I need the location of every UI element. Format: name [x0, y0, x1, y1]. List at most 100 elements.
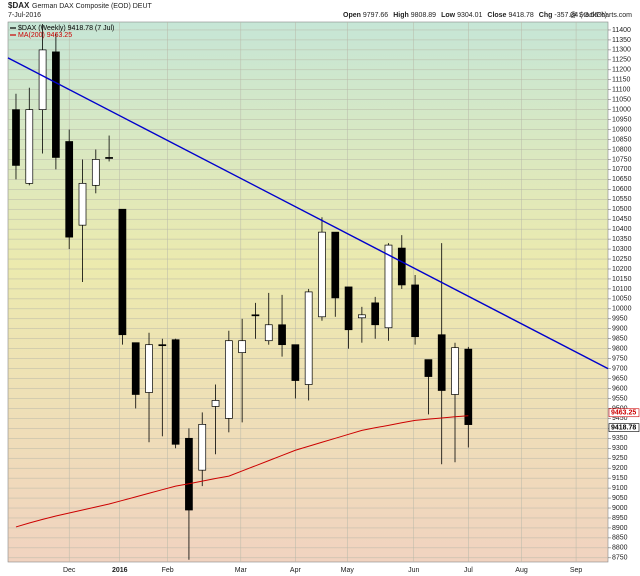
- candle-body: [251, 314, 260, 317]
- candle-body: [437, 334, 446, 391]
- candle-body: [65, 141, 74, 238]
- candle-body: [131, 342, 140, 395]
- quote-value: 9418.78: [508, 12, 533, 19]
- y-tick-label: 9150: [612, 475, 628, 482]
- y-tick-label: 9350: [612, 435, 628, 442]
- candle-body: [185, 437, 193, 511]
- y-tick-label: 11050: [612, 97, 631, 104]
- y-tick-label: 10650: [612, 176, 632, 183]
- y-tick-label: 10050: [612, 296, 632, 303]
- quote-label: Close: [487, 12, 506, 19]
- y-tick-label: 11000: [612, 106, 631, 113]
- y-tick-label: 11250: [612, 57, 631, 64]
- y-tick-label: 10000: [612, 306, 632, 313]
- y-tick-label: 9050: [612, 495, 628, 502]
- price-label-box: [608, 423, 640, 432]
- y-tick-label: 10150: [612, 276, 632, 283]
- y-tick-label: 9450: [612, 415, 628, 422]
- y-tick-label: 10600: [612, 186, 632, 193]
- candle-body: [78, 182, 87, 226]
- y-tick-label: 11150: [612, 77, 631, 84]
- quote-value: 9304.01: [457, 12, 482, 19]
- x-tick-label: Jun: [408, 567, 419, 574]
- candle-body: [424, 359, 433, 377]
- y-tick-label: 10350: [612, 236, 632, 243]
- candle-body: [238, 340, 246, 354]
- price-label: 9418.78: [611, 424, 636, 431]
- candle-body: [105, 157, 113, 159]
- y-tick-label: 10400: [612, 226, 632, 233]
- y-tick-label: 11400: [612, 27, 631, 34]
- y-tick-label: 9600: [612, 385, 628, 392]
- candle-body: [291, 344, 300, 381]
- y-tick-label: 10700: [612, 166, 632, 173]
- y-tick-label: 9300: [612, 445, 628, 452]
- ma-line: [15, 415, 469, 528]
- y-tick-label: 8900: [612, 525, 628, 532]
- candle-body: [91, 159, 100, 186]
- candle-body: [224, 340, 233, 419]
- quote-label: Chg: [539, 12, 553, 19]
- y-tick-label: 8800: [612, 545, 628, 552]
- candle-body: [358, 314, 366, 319]
- y-tick-label: 10900: [612, 126, 632, 133]
- candle-body: [451, 347, 459, 395]
- y-tick-label: 9200: [612, 465, 628, 472]
- y-tick-label: 11200: [612, 67, 631, 74]
- candle-body: [331, 231, 340, 299]
- y-tick-label: 9250: [612, 455, 628, 462]
- candle-body: [411, 284, 419, 338]
- quote-value: 9808.89: [411, 12, 436, 19]
- quote-label: Low: [441, 12, 456, 19]
- candle-body: [264, 324, 273, 342]
- price-label-box: [608, 408, 640, 418]
- y-tick-label: 10250: [612, 256, 632, 263]
- y-tick-label: 10100: [612, 286, 632, 293]
- y-tick-label: 9650: [612, 375, 628, 382]
- y-tick-label: 10300: [612, 246, 632, 253]
- candle-body: [118, 208, 127, 336]
- legend-label: $DAX (Weekly) 9418.78 (7 Jul): [18, 25, 114, 32]
- y-tick-label: 9750: [612, 355, 628, 362]
- quote-label: Open: [343, 12, 361, 19]
- y-tick-label: 10800: [612, 146, 632, 153]
- candle-body: [304, 291, 313, 385]
- candle-body: [464, 348, 473, 425]
- candle-body: [38, 49, 47, 110]
- y-tick-label: 10500: [612, 206, 632, 213]
- quote-value: -357.34 (-3.66%): [554, 12, 607, 19]
- y-tick-label: 11350: [612, 37, 631, 44]
- x-tick-label: Jul: [464, 567, 473, 574]
- candle-body: [211, 400, 220, 407]
- candle-body: [198, 424, 207, 471]
- candle-body: [171, 339, 180, 445]
- symbol: $DAX: [8, 1, 30, 10]
- y-tick-label: 10850: [612, 136, 632, 143]
- x-tick-label: Apr: [290, 567, 302, 574]
- y-tick-label: 10950: [612, 116, 632, 123]
- candle-body: [318, 231, 326, 318]
- y-tick-label: 10450: [612, 216, 632, 223]
- y-tick-label: 10750: [612, 156, 632, 163]
- y-tick-label: 9700: [612, 365, 628, 372]
- y-tick-label: 9950: [612, 316, 628, 323]
- candle-body: [52, 51, 60, 158]
- y-tick-label: 10550: [612, 196, 632, 203]
- candle-body: [344, 286, 353, 331]
- candle-body: [371, 302, 380, 326]
- y-tick-label: 9000: [612, 505, 628, 512]
- chart-title: German DAX Composite (EOD) DEUT: [32, 3, 153, 10]
- y-tick-label: 11100: [612, 87, 631, 94]
- y-tick-label: 11300: [612, 47, 631, 54]
- source: @ StockCharts.com: [570, 12, 633, 19]
- candle-body: [278, 324, 286, 346]
- candle-body: [25, 109, 34, 184]
- x-tick-label: May: [341, 567, 355, 574]
- trendline: [7, 57, 609, 370]
- legend-label: MA(200) 9463.25: [18, 32, 72, 39]
- candle-body: [384, 244, 393, 329]
- y-tick-label: 8950: [612, 515, 628, 522]
- y-tick-label: 9550: [612, 395, 628, 402]
- x-tick-label: Mar: [235, 567, 248, 574]
